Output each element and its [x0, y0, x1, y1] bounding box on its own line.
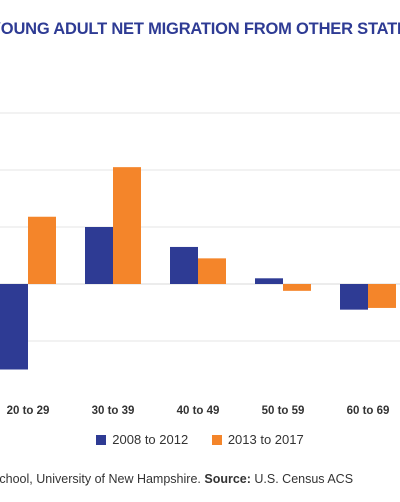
- x-tick-labels: 20 to 29 30 to 39 40 to 49 50 to 59 60 to 69: [7, 405, 390, 417]
- bar-2-50-to-59: [283, 284, 311, 291]
- legend-item-series-1: 2008 to 2012: [96, 432, 188, 447]
- bar-1-40-to-49: [170, 246, 198, 284]
- legend-label-series-1: 2008 to 2012: [112, 432, 189, 447]
- x-tick-label: 40 to 49: [177, 405, 220, 417]
- footer-credit-text: Carsey School, University of New Hampshi…: [0, 472, 201, 486]
- chart-title: YOUNG ADULT NET MIGRATION FROM OTHER STA…: [0, 20, 400, 38]
- chart-plot: 20 to 29 30 to 39 40 to 49 50 to 59 60 to 69: [0, 112, 400, 417]
- legend-swatch-series-2: [211, 435, 222, 445]
- bar-1-30-to-39: [85, 227, 113, 284]
- footer-source-label: Source:: [204, 472, 251, 486]
- legend-item-series-2: 2013 to 2017: [211, 432, 304, 447]
- bar-2-30-to-39: [113, 167, 141, 284]
- x-tick-label: 50 to 59: [262, 405, 305, 417]
- bars: [0, 167, 396, 370]
- bar-1-50-to-59: [255, 278, 283, 284]
- bar-2-40-to-49: [198, 258, 226, 284]
- legend-swatch-series-1: [96, 435, 107, 445]
- bar-2-20-to-29: [28, 216, 56, 284]
- legend-label-series-2: 2013 to 2017: [227, 432, 304, 447]
- x-tick-label: 60 to 69: [347, 405, 390, 417]
- x-tick-label: 20 to 29: [7, 405, 50, 417]
- footer-credit: Carsey School, University of New Hampshi…: [0, 470, 400, 502]
- bar-1-60-to-69: [340, 284, 368, 310]
- footer-source-text: U.S. Census ACS: [254, 472, 354, 486]
- x-tick-label: 30 to 39: [92, 405, 135, 417]
- gridlines: [0, 112, 400, 342]
- legend: 2008 to 2012 2013 to 2017: [0, 432, 400, 447]
- bar-2-60-to-69: [368, 284, 396, 308]
- bar-1-20-to-29: [0, 284, 28, 370]
